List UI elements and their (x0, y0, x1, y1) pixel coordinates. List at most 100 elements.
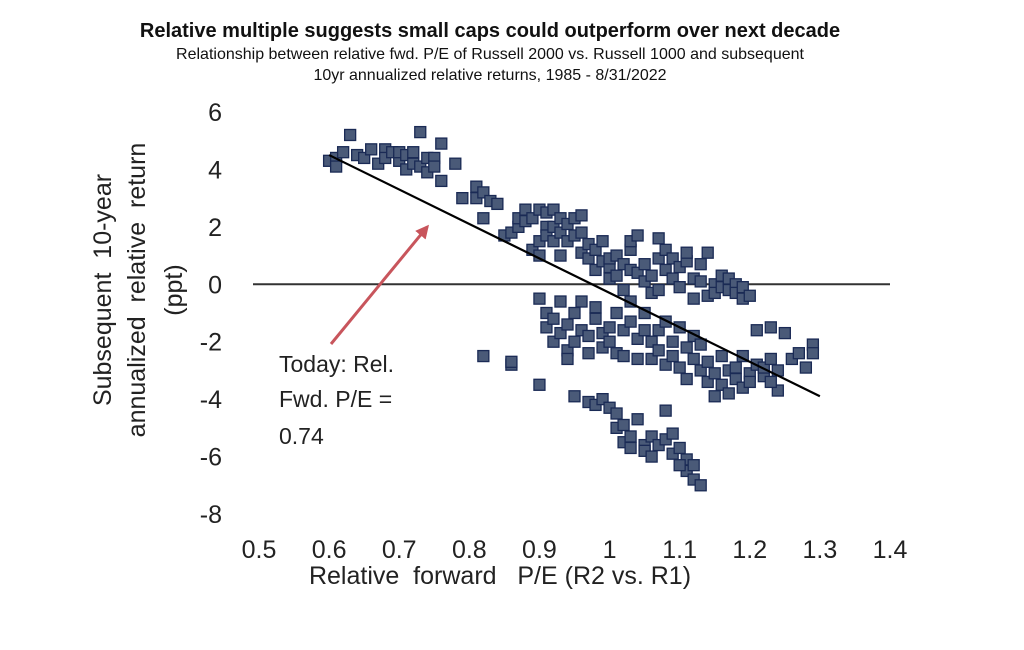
annotation-arrow (329, 224, 429, 345)
data-point (743, 375, 756, 389)
y-tick-label: 2 (208, 214, 222, 242)
data-point (603, 321, 616, 334)
data-point (477, 186, 490, 199)
y-tick-label: -6 (200, 444, 222, 472)
data-point (624, 430, 637, 443)
data-point (701, 375, 714, 389)
data-point (715, 378, 728, 391)
data-point (764, 352, 777, 366)
data-point (575, 226, 588, 239)
trend-line (328, 154, 821, 398)
data-point (547, 203, 560, 216)
data-point (708, 390, 721, 403)
data-point (561, 318, 574, 331)
data-point (596, 392, 609, 406)
data-point (568, 306, 581, 320)
data-point (568, 335, 581, 348)
data-point (659, 358, 672, 371)
data-point (743, 289, 756, 302)
data-point (729, 372, 742, 386)
data-point (792, 347, 806, 360)
data-point (610, 306, 623, 320)
data-point (596, 235, 609, 248)
x-tick-label: 0.8 (452, 536, 487, 564)
data-point (694, 364, 707, 377)
data-point (603, 335, 616, 348)
data-point (554, 226, 567, 239)
data-point (491, 197, 504, 211)
data-point (666, 252, 679, 265)
x-axis-label: Relative forward P/E (R2 vs. R1) (309, 562, 691, 590)
data-point (673, 281, 686, 294)
data-point (673, 441, 686, 455)
data-points (322, 125, 820, 492)
data-point (617, 324, 630, 337)
data-point (666, 272, 679, 285)
data-point (631, 413, 644, 426)
data-point (722, 387, 735, 400)
data-point (358, 151, 371, 165)
data-point (582, 329, 595, 343)
data-point (575, 209, 588, 222)
data-point (568, 390, 581, 403)
x-axis-ticks: 0.5 0.6 0.7 0.8 0.9 1 1.1 1.2 1.3 1.4 (242, 536, 908, 564)
data-point (652, 252, 665, 265)
data-point (631, 332, 644, 345)
data-point (617, 418, 630, 432)
data-point (687, 292, 700, 305)
chart-subtitle-line-1: Relationship between relative fwd. P/E o… (176, 46, 804, 63)
data-point (659, 263, 672, 277)
y-tick-label: 6 (208, 99, 222, 127)
annotation-line-3: 0.74 (279, 423, 324, 449)
data-point (750, 324, 763, 337)
data-point (701, 355, 714, 368)
data-point (526, 212, 539, 225)
data-point (575, 295, 588, 308)
data-point (694, 258, 707, 271)
data-point (666, 335, 679, 348)
data-point (624, 441, 637, 455)
x-tick-label: 0.7 (382, 536, 417, 564)
data-point (729, 361, 742, 374)
y-axis-ticks: 6 4 2 0 -2 -4 -6 -8 (200, 99, 222, 529)
data-point (414, 125, 427, 139)
data-point (652, 232, 665, 245)
x-tick-label: 1.1 (662, 536, 697, 564)
x-tick-label: 1.4 (873, 536, 908, 564)
data-point (666, 427, 679, 440)
x-tick-label: 1.3 (803, 536, 838, 564)
data-point (617, 349, 630, 363)
data-point (694, 479, 707, 492)
chart-subtitle-line-2: 10yr annualized relative returns, 1985 -… (313, 67, 667, 84)
data-point (645, 335, 658, 348)
data-point (540, 321, 553, 334)
data-point (778, 326, 791, 340)
y-axis-label-line-2: annualized relative return (123, 143, 151, 438)
y-axis-label-line-1: Subsequent 10-year (89, 174, 117, 406)
data-point (652, 344, 665, 357)
data-point (533, 378, 546, 391)
annotation-line-1: Today: Rel. (279, 351, 394, 377)
data-point (645, 352, 658, 366)
data-point (610, 269, 623, 282)
y-tick-label: 0 (208, 271, 222, 299)
data-point (505, 355, 518, 368)
data-point (645, 430, 658, 443)
data-point (631, 266, 644, 279)
data-point (582, 347, 595, 360)
data-point (638, 324, 651, 337)
data-point (771, 384, 784, 397)
data-point (631, 229, 644, 242)
data-point (329, 160, 343, 173)
data-point (449, 157, 462, 170)
data-point (764, 375, 777, 389)
data-point (694, 338, 707, 351)
data-point (659, 243, 672, 256)
data-point (799, 361, 813, 374)
x-tick-label: 1.2 (732, 536, 767, 564)
annotation-line-2: Fwd. P/E = (279, 386, 392, 412)
data-point (547, 235, 560, 248)
data-point (407, 146, 420, 159)
data-point (365, 143, 378, 156)
